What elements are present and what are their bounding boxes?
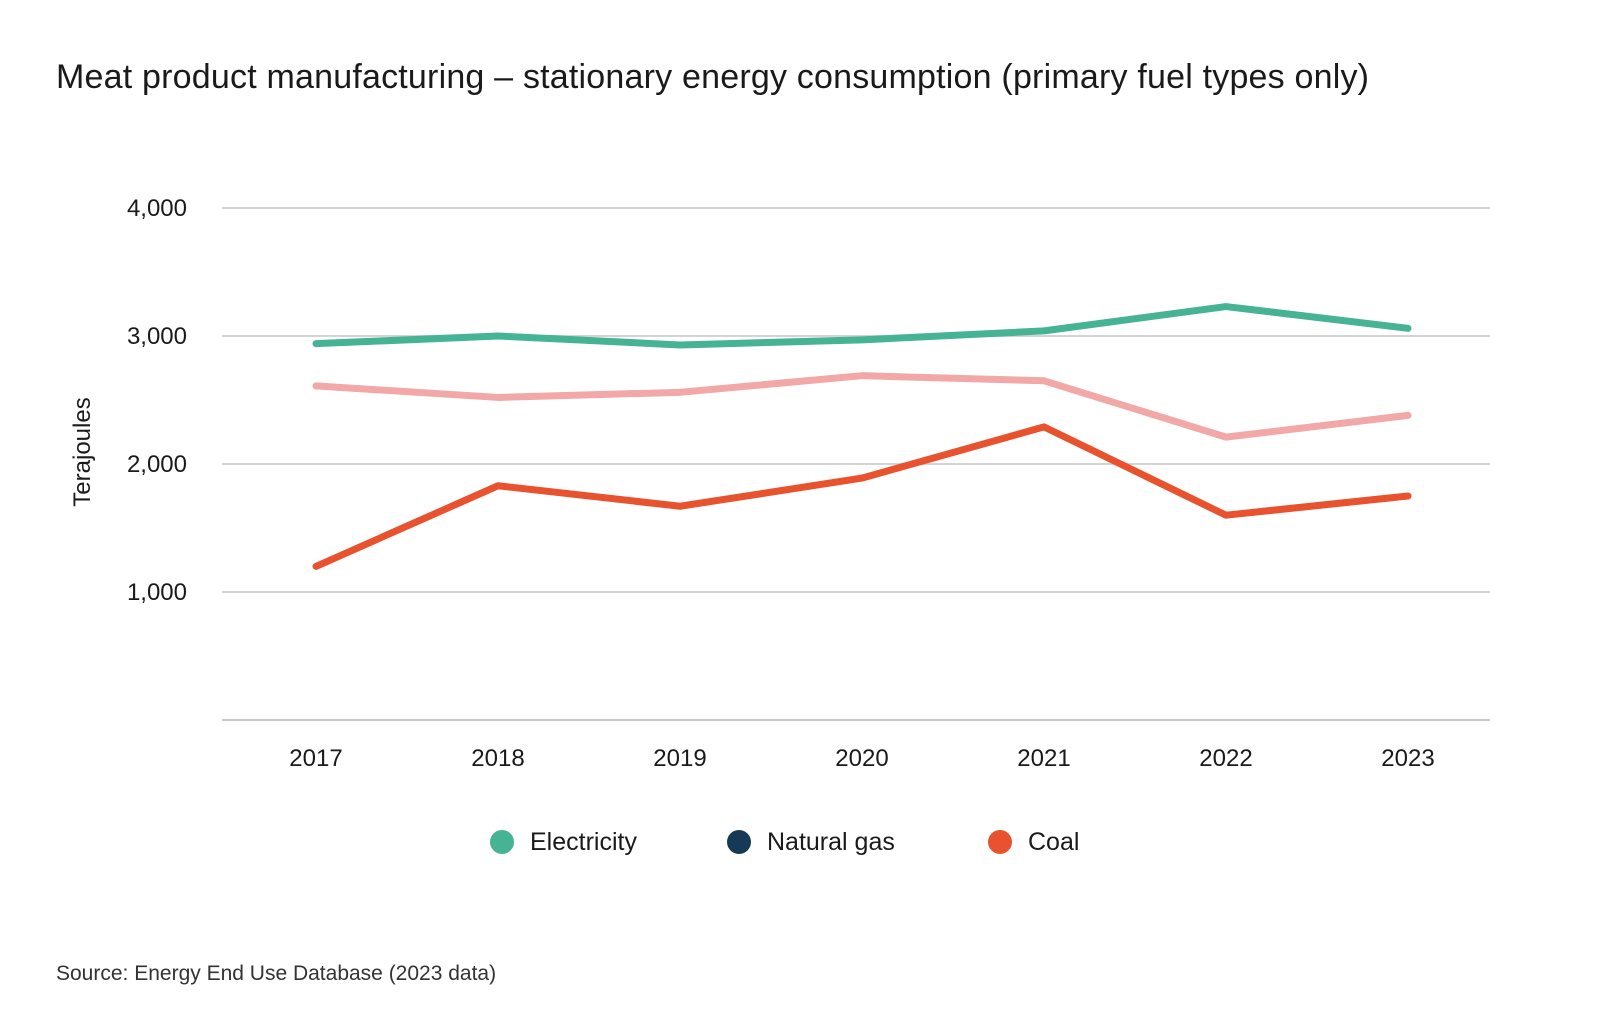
x-tick-label: 2017: [289, 745, 342, 772]
gridlines: [222, 207, 1490, 721]
y-tick-label: 1,000: [127, 579, 187, 606]
series-line-coal: [312, 423, 1412, 570]
x-tick-label: 2019: [653, 745, 706, 772]
x-tick-label: 2020: [835, 745, 888, 772]
legend: Electricity Natural gas Coal: [0, 822, 1600, 862]
x-tick-label: 2023: [1381, 745, 1434, 772]
x-tick-label: 2022: [1199, 745, 1252, 772]
series-lines: [312, 303, 1412, 570]
legend-label: Electricity: [530, 827, 637, 856]
y-axis-label: Terajoules: [69, 397, 96, 506]
y-tick-label: 3,000: [127, 323, 187, 350]
series-line-electricity: [312, 303, 1412, 349]
legend-swatch: [988, 830, 1012, 854]
x-tick-label: 2018: [471, 745, 524, 772]
axis-labels: 1,000 2,000 3,000 4,000 Terajoules 2017 2018 20…: [69, 195, 1435, 772]
source-note: Source: Energy End Use Database (2023 da…: [56, 962, 497, 985]
legend-label: Coal: [1028, 827, 1080, 856]
y-tick-label: 4,000: [127, 195, 187, 222]
y-tick-label: 2,000: [127, 451, 187, 478]
legend-item-natural-gas: Natural gas: [727, 822, 895, 862]
legend-item-electricity: Electricity: [490, 822, 637, 862]
legend-item-coal: Coal: [988, 822, 1079, 862]
chart-title: Meat product manufacturing – stationary …: [56, 58, 1370, 96]
x-tick-label: 2021: [1017, 745, 1070, 772]
series-line-natural-gas: [312, 372, 1412, 441]
legend-swatch: [490, 830, 514, 854]
legend-swatch: [727, 830, 751, 854]
legend-label: Natural gas: [767, 827, 895, 856]
